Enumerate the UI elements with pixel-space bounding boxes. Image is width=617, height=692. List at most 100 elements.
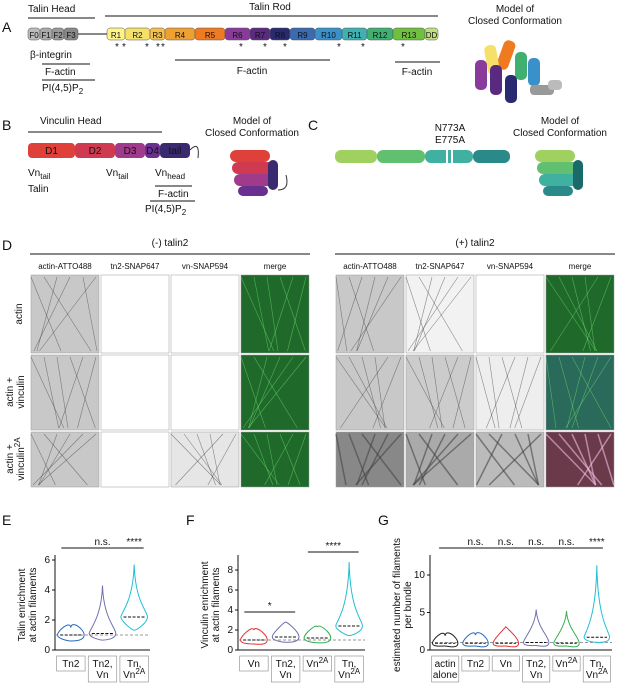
- panel-label: F: [186, 512, 195, 528]
- filament: [514, 356, 542, 429]
- model-label: Closed Conformation: [205, 128, 299, 139]
- filament: [571, 433, 597, 486]
- y-tick-label: 10: [414, 570, 426, 581]
- domain: [424, 27, 439, 41]
- panel-label: E: [2, 512, 11, 528]
- filament: [268, 276, 294, 352]
- filament: [413, 276, 433, 352]
- panel-label: C: [308, 117, 318, 133]
- y-tick-label: 8: [227, 565, 233, 576]
- panel-label: B: [2, 117, 11, 133]
- micrograph: [405, 354, 475, 431]
- filament: [183, 433, 223, 486]
- violin: [271, 621, 300, 643]
- category-box: [491, 655, 520, 672]
- filament: [348, 276, 375, 352]
- violin: [57, 624, 85, 642]
- y-axis-label: Vinculin enrichmentat actin filaments: [200, 561, 222, 648]
- filament: [405, 276, 431, 352]
- filament: [253, 356, 298, 429]
- channel-label: actin-ATTO488: [38, 262, 92, 271]
- violin: [120, 564, 148, 631]
- filament: [56, 356, 69, 429]
- vn-head: Vnhead: [155, 168, 185, 181]
- model-label: Closed Conformation: [513, 128, 607, 139]
- x-tick-label-text: Tn,: [342, 659, 356, 670]
- violin: [583, 565, 611, 643]
- domain-label: R7: [255, 31, 266, 40]
- filament: [356, 276, 389, 352]
- sig-label: n.s.: [498, 537, 514, 548]
- category-box: [119, 655, 149, 683]
- filament: [413, 433, 433, 486]
- row-label: actin: [14, 303, 25, 324]
- head-label: Talin Head: [28, 4, 75, 15]
- filament: [514, 433, 539, 486]
- group-label: (+) talin2: [455, 238, 495, 249]
- filament: [582, 276, 612, 352]
- x-tick-label-sup: 2A: [568, 656, 578, 665]
- domain-label: R6: [232, 31, 243, 40]
- category-box: [56, 655, 86, 672]
- violin: [88, 585, 117, 641]
- star: *: [239, 42, 243, 53]
- filament: [264, 433, 294, 486]
- x-tick-label: Vn2A: [338, 667, 361, 681]
- filament: [43, 356, 59, 429]
- filament: [30, 433, 56, 486]
- x-tick-label: Vn2A: [306, 656, 329, 670]
- x-tick-label: Vn: [96, 670, 108, 681]
- x-tick-label-text: Vn: [306, 659, 318, 670]
- x-tick-label-text: Vn: [338, 670, 350, 681]
- rod-actin: F-actin: [237, 66, 268, 77]
- filament: [39, 276, 97, 352]
- x-tick-label-sup: 2A: [350, 667, 360, 676]
- filament: [175, 433, 224, 486]
- x-tick-label: Vn: [248, 659, 260, 670]
- domain-label: D2: [89, 146, 102, 157]
- filament: [374, 356, 386, 429]
- filament: [266, 276, 279, 352]
- filament: [266, 433, 278, 486]
- vinculin-2a-domains: [335, 150, 510, 163]
- x-tick-label-sup: 2A: [598, 667, 608, 676]
- x-tick-label: Vn: [280, 670, 292, 681]
- filament: [444, 356, 466, 429]
- x-tick-label-text: Tn,: [127, 659, 141, 670]
- filament: [36, 276, 58, 352]
- filament: [488, 356, 500, 429]
- domain-label: R11: [347, 31, 362, 40]
- filament: [240, 356, 266, 429]
- x-tick-label: Tn2,: [276, 659, 296, 670]
- mutation: E775A: [435, 135, 465, 146]
- channel-label: vn-SNAP594: [487, 262, 534, 271]
- domain: [28, 143, 75, 158]
- sig-label: ****: [126, 537, 142, 548]
- violin: [462, 632, 489, 648]
- domain: [63, 27, 79, 41]
- filament: [335, 433, 347, 486]
- y-axis-label-line: at actin filaments: [28, 567, 39, 642]
- group-label: (-) talin2: [152, 238, 189, 249]
- vn-tail: Vntail: [106, 168, 129, 181]
- filament: [418, 276, 463, 352]
- model-label: Model of: [496, 4, 535, 15]
- filament: [577, 433, 612, 486]
- filament: [550, 276, 599, 352]
- domain: [145, 143, 160, 158]
- x-tick-label: Tn2: [62, 659, 80, 670]
- star: *: [145, 42, 149, 53]
- filament: [43, 433, 88, 486]
- star: *: [161, 42, 165, 53]
- domain: [75, 143, 115, 158]
- domain-label: F1: [41, 31, 51, 40]
- domain: [160, 143, 190, 158]
- filament: [475, 356, 496, 429]
- star: *: [115, 42, 119, 53]
- filament: [287, 276, 307, 352]
- category-box: [271, 655, 301, 683]
- filament: [429, 356, 459, 429]
- y-tick-label: 2: [44, 615, 50, 626]
- y-tick-label: 4: [44, 585, 50, 596]
- x-tick-label-text: Vn: [96, 670, 108, 681]
